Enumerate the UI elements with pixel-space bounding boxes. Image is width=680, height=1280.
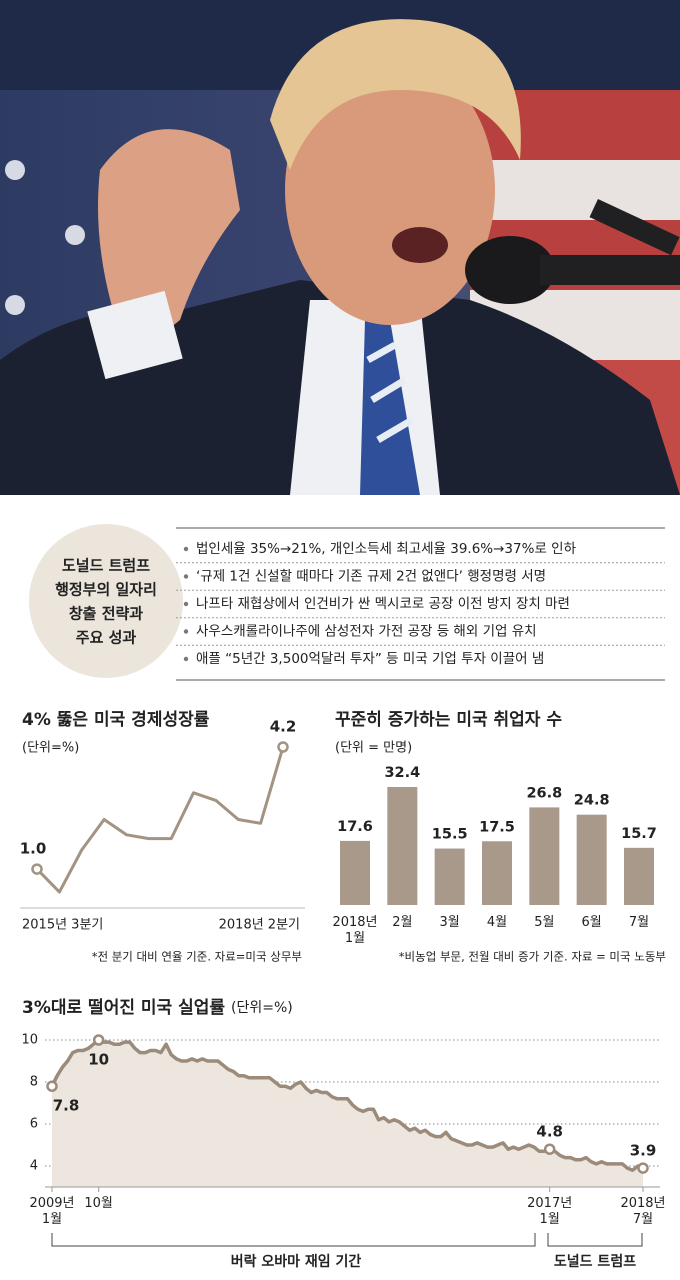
value-label: 4.2 — [270, 718, 297, 736]
x-tick-label: 3월 — [439, 915, 460, 930]
summary-item: 애플 “5년간 3,500억달러 투자” 등 미국 기업 투자 이끌어 냄 — [196, 651, 544, 667]
period-label: 도널드 트럼프 — [554, 1254, 636, 1270]
summary — [29, 524, 665, 681]
chart-subtitle: (단위=%) — [231, 1000, 293, 1016]
bar — [434, 848, 465, 905]
x-tick-label: 2015년 3분기 — [22, 918, 103, 933]
summary-item: 나프타 재협상에서 인건비가 싼 멕시코로 공장 이전 방지 장치 마련 — [196, 596, 570, 612]
chart-subtitle: (단위 = 만명) — [335, 741, 412, 756]
value-label: 15.7 — [621, 826, 657, 842]
y-tick-label: 4 — [30, 1159, 38, 1174]
bullet — [183, 656, 189, 662]
label-bg — [218, 1252, 374, 1272]
bullet — [183, 546, 189, 552]
y-tick-label: 8 — [30, 1075, 38, 1090]
summary-title: 행정부의 일자리 — [55, 581, 157, 599]
value-label: 24.8 — [574, 793, 610, 809]
summary-item: 사우스캐롤라이나주에 삼성전자 가전 공장 등 해외 기업 유치 — [196, 624, 537, 640]
summary-badge — [29, 524, 183, 678]
chart-title: 꾸준히 증가하는 미국 취업자 수 — [335, 709, 562, 730]
bar — [529, 807, 560, 905]
y-tick-label: 6 — [30, 1117, 38, 1132]
bar — [576, 814, 607, 905]
x-tick-label: 2009년 1월 — [29, 1196, 75, 1227]
point — [637, 1162, 649, 1174]
point — [277, 741, 289, 753]
value-label: 3.9 — [630, 1142, 657, 1160]
value-label: 17.5 — [479, 819, 515, 835]
value-label: 17.6 — [337, 819, 373, 835]
x-tick-label: 2017년 1월 — [527, 1196, 573, 1227]
chart-heading: 3%대로 떨어진 미국 실업률 (단위=%) — [22, 998, 293, 1018]
bullet — [183, 601, 189, 607]
area-fill — [52, 1040, 643, 1187]
bullet — [183, 629, 189, 634]
photo — [0, 0, 680, 495]
value-label: 32.4 — [384, 765, 420, 781]
bar — [624, 847, 654, 905]
y-tick-label: 10 — [21, 1033, 38, 1048]
point — [543, 1143, 556, 1155]
chart-note: *전 분기 대비 연율 기준. 자료=미국 상무부 — [92, 950, 302, 964]
chart-title: 3%대로 떨어진 미국 실업률 — [22, 998, 225, 1018]
bullet — [183, 574, 189, 579]
x-tick-label: 6월 — [581, 915, 602, 930]
value-label: 4.8 — [536, 1123, 563, 1141]
point — [31, 863, 43, 875]
x-tick-label: 7월 — [628, 915, 650, 930]
summary-title: 도널드 트럼프 — [62, 557, 150, 575]
chart-note: *비농업 부문, 전월 대비 증가 기준. 자료 = 미국 노동부 — [399, 950, 666, 964]
bar — [482, 841, 512, 905]
point — [46, 1080, 58, 1092]
value-label: 10 — [88, 1051, 109, 1069]
x-tick-label: 2018년 7월 — [620, 1196, 666, 1227]
summary-item: ‘규제 1건 신설할 때마다 기존 규제 2건 없앤다’ 행정명령 서명 — [196, 569, 546, 585]
value-label: 1.0 — [20, 840, 47, 858]
period-label: 버락 오바마 재임 기간 — [231, 1253, 362, 1270]
period-brackets — [51, 1233, 643, 1247]
x-tick-label: 10월 — [84, 1196, 113, 1211]
value-label: 15.5 — [432, 827, 468, 843]
chart-title: 4% 뚫은 미국 경제성장률 — [22, 710, 210, 730]
line — [35, 746, 285, 894]
chart-subtitle: (단위=%) — [22, 741, 79, 756]
x-tick-label: 2월 — [392, 915, 413, 930]
label-bg — [540, 1252, 650, 1272]
bar — [387, 787, 418, 905]
value-label: 26.8 — [526, 785, 562, 801]
summary-item: 법인세율 35%→21%, 개인소득세 최고세율 39.6%→37%로 인하 — [196, 541, 577, 557]
x-tick-label: 2018년 1월 — [332, 915, 378, 946]
summary-title: 창출 전략과 — [69, 605, 143, 623]
x-tick-label: 4월 — [486, 915, 508, 930]
x-tick-label: 2018년 2분기 — [219, 918, 300, 933]
bar — [340, 840, 370, 905]
point — [92, 1034, 105, 1046]
value-label: 7.8 — [53, 1097, 80, 1115]
summary-title: 주요 성과 — [76, 629, 137, 647]
x-tick-label: 5월 — [534, 915, 555, 930]
